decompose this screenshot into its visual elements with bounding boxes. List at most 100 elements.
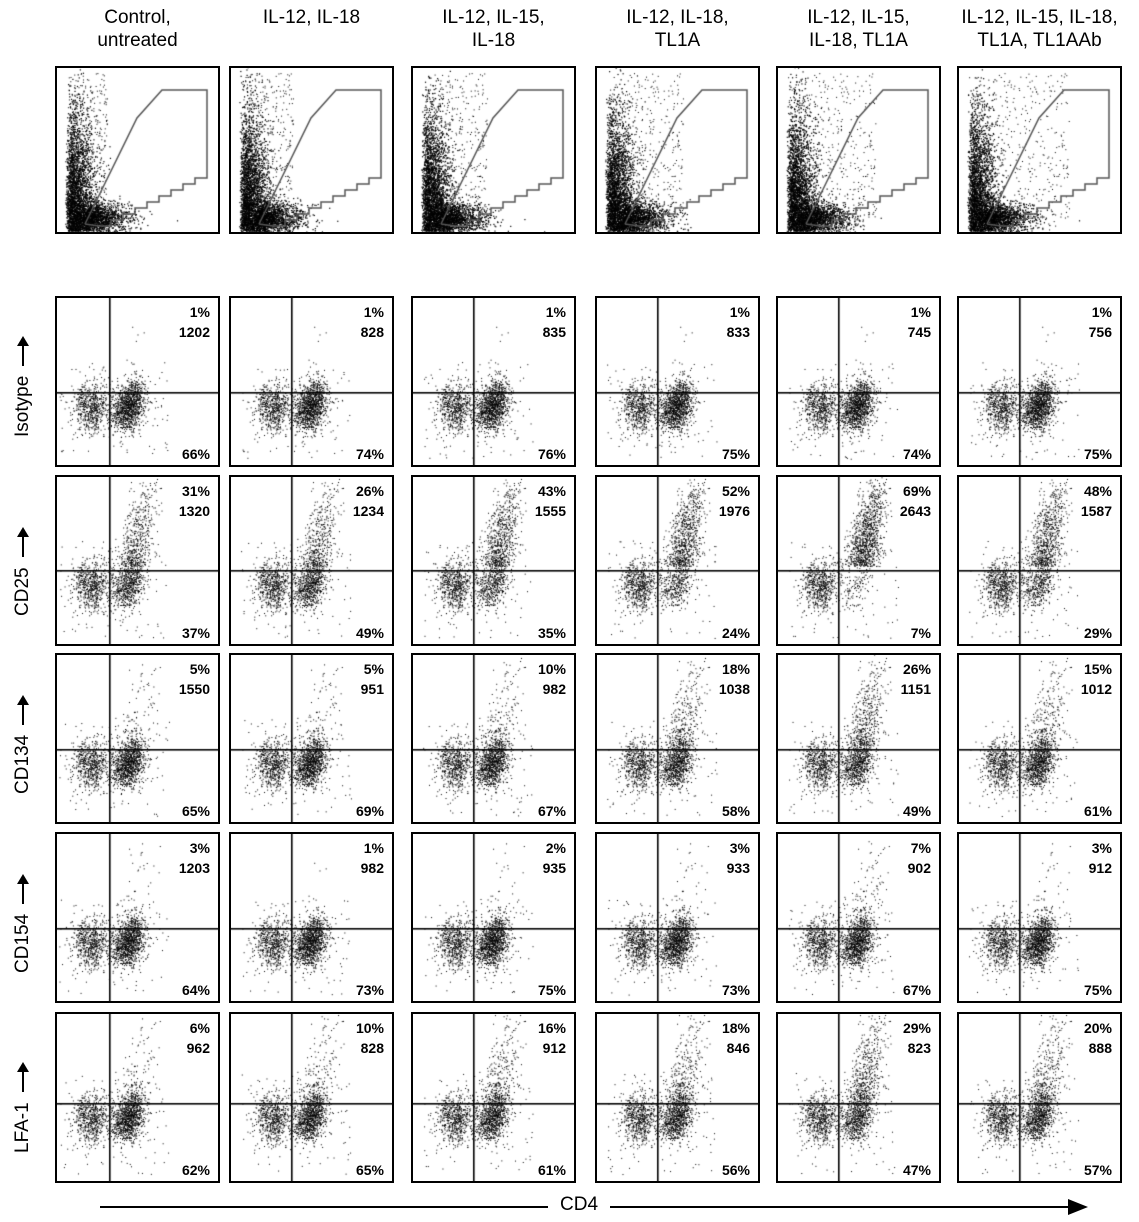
upper-right-percent: 1% (363, 840, 384, 856)
lower-right-percent: 75% (1083, 446, 1112, 462)
upper-right-mfi: 912 (542, 1040, 566, 1056)
marker-name: CD154 (12, 913, 33, 973)
upper-right-percent: 48% (1083, 483, 1112, 499)
upper-right-stats: 29% 823 (903, 1018, 931, 1058)
lower-right-percent: 64% (181, 982, 210, 998)
upper-right-mfi: 951 (360, 681, 384, 697)
upper-right-percent: 5% (363, 661, 384, 677)
lower-right-percent: 75% (537, 982, 566, 998)
lower-right-percent: 57% (1083, 1162, 1112, 1178)
quadrant-scatter (597, 298, 758, 465)
quadrant-plot: 6% 962 62% (55, 1012, 220, 1183)
upper-right-stats: 1% 833 (727, 302, 750, 342)
quadrant-plot: 1% 982 73% (229, 832, 394, 1003)
upper-right-mfi: 1151 (900, 681, 931, 697)
condition-title: IL-12, IL-15, IL-18 (442, 7, 545, 51)
quadrant-scatter (597, 834, 758, 1001)
gating-scatter (959, 68, 1120, 232)
upper-right-stats: 10% 828 (356, 1018, 384, 1058)
upper-right-percent: 20% (1083, 1020, 1112, 1036)
upper-right-stats: 10% 982 (538, 659, 566, 699)
gating-plot (411, 66, 576, 234)
upper-right-stats: 16% 912 (538, 1018, 566, 1058)
quadrant-plot: 7% 902 67% (776, 832, 941, 1003)
upper-right-mfi: 745 (907, 324, 931, 340)
row-label: CD25 (12, 529, 34, 616)
upper-right-stats: 52% 1976 (719, 481, 750, 521)
condition-title: IL-12, IL-15, IL-18, TL1A (807, 7, 910, 51)
upper-right-stats: 3% 933 (727, 838, 750, 878)
quadrant-scatter (57, 298, 218, 465)
quadrant-plot: 15% 1012 61% (957, 653, 1122, 824)
quadrant-plot: 1% 835 76% (411, 296, 576, 467)
lower-right-percent: 47% (902, 1162, 931, 1178)
upper-right-stats: 43% 1555 (535, 481, 566, 521)
upper-right-percent: 26% (902, 661, 931, 677)
quadrant-scatter (231, 655, 392, 822)
quadrant-plot: 52% 1976 24% (595, 475, 760, 646)
upper-right-stats: 1% 835 (543, 302, 566, 342)
quadrant-scatter (57, 655, 218, 822)
lower-right-percent: 67% (537, 803, 566, 819)
upper-right-stats: 2% 935 (543, 838, 566, 878)
lower-right-percent: 61% (537, 1162, 566, 1178)
upper-right-stats: 3% 912 (1089, 838, 1112, 878)
upper-right-percent: 10% (355, 1020, 384, 1036)
upper-right-stats: 1% 982 (361, 838, 384, 878)
upper-right-mfi: 982 (542, 681, 566, 697)
lower-right-percent: 56% (721, 1162, 750, 1178)
y-axis-arrow (22, 875, 24, 904)
quadrant-plot: 5% 951 69% (229, 653, 394, 824)
quadrant-scatter (959, 1014, 1120, 1181)
quadrant-plot: 18% 846 56% (595, 1012, 760, 1183)
quadrant-scatter (778, 1014, 939, 1181)
upper-right-mfi: 823 (907, 1040, 931, 1056)
gating-scatter (413, 68, 574, 232)
upper-right-percent: 43% (537, 483, 566, 499)
lower-right-percent: 49% (902, 803, 931, 819)
upper-right-mfi: 1550 (178, 681, 210, 697)
quadrant-plot: 5% 1550 65% (55, 653, 220, 824)
quadrant-scatter (959, 477, 1120, 644)
upper-right-percent: 31% (181, 483, 210, 499)
condition-title: IL-12, IL-18 (262, 7, 361, 28)
upper-right-mfi: 1976 (718, 503, 750, 519)
quadrant-scatter (413, 655, 574, 822)
upper-right-mfi: 888 (1088, 1040, 1112, 1056)
upper-right-mfi: 902 (907, 860, 931, 876)
y-axis-arrow (22, 696, 24, 725)
quadrant-scatter (57, 1014, 218, 1181)
upper-right-mfi: 1012 (1080, 681, 1112, 697)
y-axis-arrow (22, 337, 24, 366)
lower-right-percent: 76% (537, 446, 566, 462)
quadrant-plot: 43% 1555 35% (411, 475, 576, 646)
upper-right-stats: 48% 1587 (1081, 481, 1112, 521)
upper-right-mfi: 962 (186, 1040, 210, 1056)
upper-right-mfi: 1202 (178, 324, 210, 340)
upper-right-stats: 18% 1038 (719, 659, 750, 699)
y-axis-arrow (22, 1064, 24, 1093)
gating-plot (957, 66, 1122, 234)
quadrant-plot: 10% 982 67% (411, 653, 576, 824)
quadrant-scatter (57, 477, 218, 644)
row-label: LFA-1 (12, 1064, 34, 1153)
upper-right-percent: 18% (721, 661, 750, 677)
quadrant-plot: 1% 745 74% (776, 296, 941, 467)
upper-right-stats: 1% 756 (1089, 302, 1112, 342)
row-label: Isotype (12, 337, 34, 437)
lower-right-percent: 73% (721, 982, 750, 998)
lower-right-percent: 49% (355, 625, 384, 641)
quadrant-plot: 3% 933 73% (595, 832, 760, 1003)
quadrant-plot: 29% 823 47% (776, 1012, 941, 1183)
upper-right-stats: 15% 1012 (1081, 659, 1112, 699)
upper-right-percent: 16% (537, 1020, 566, 1036)
upper-right-percent: 5% (189, 661, 210, 677)
quadrant-scatter (778, 298, 939, 465)
quadrant-scatter (413, 298, 574, 465)
upper-right-mfi: 933 (726, 860, 750, 876)
upper-right-mfi: 1320 (178, 503, 210, 519)
quadrant-plot: 1% 756 75% (957, 296, 1122, 467)
lower-right-percent: 29% (1083, 625, 1112, 641)
upper-right-mfi: 828 (360, 324, 384, 340)
condition-title: IL-12, IL-18, TL1A (626, 7, 729, 51)
